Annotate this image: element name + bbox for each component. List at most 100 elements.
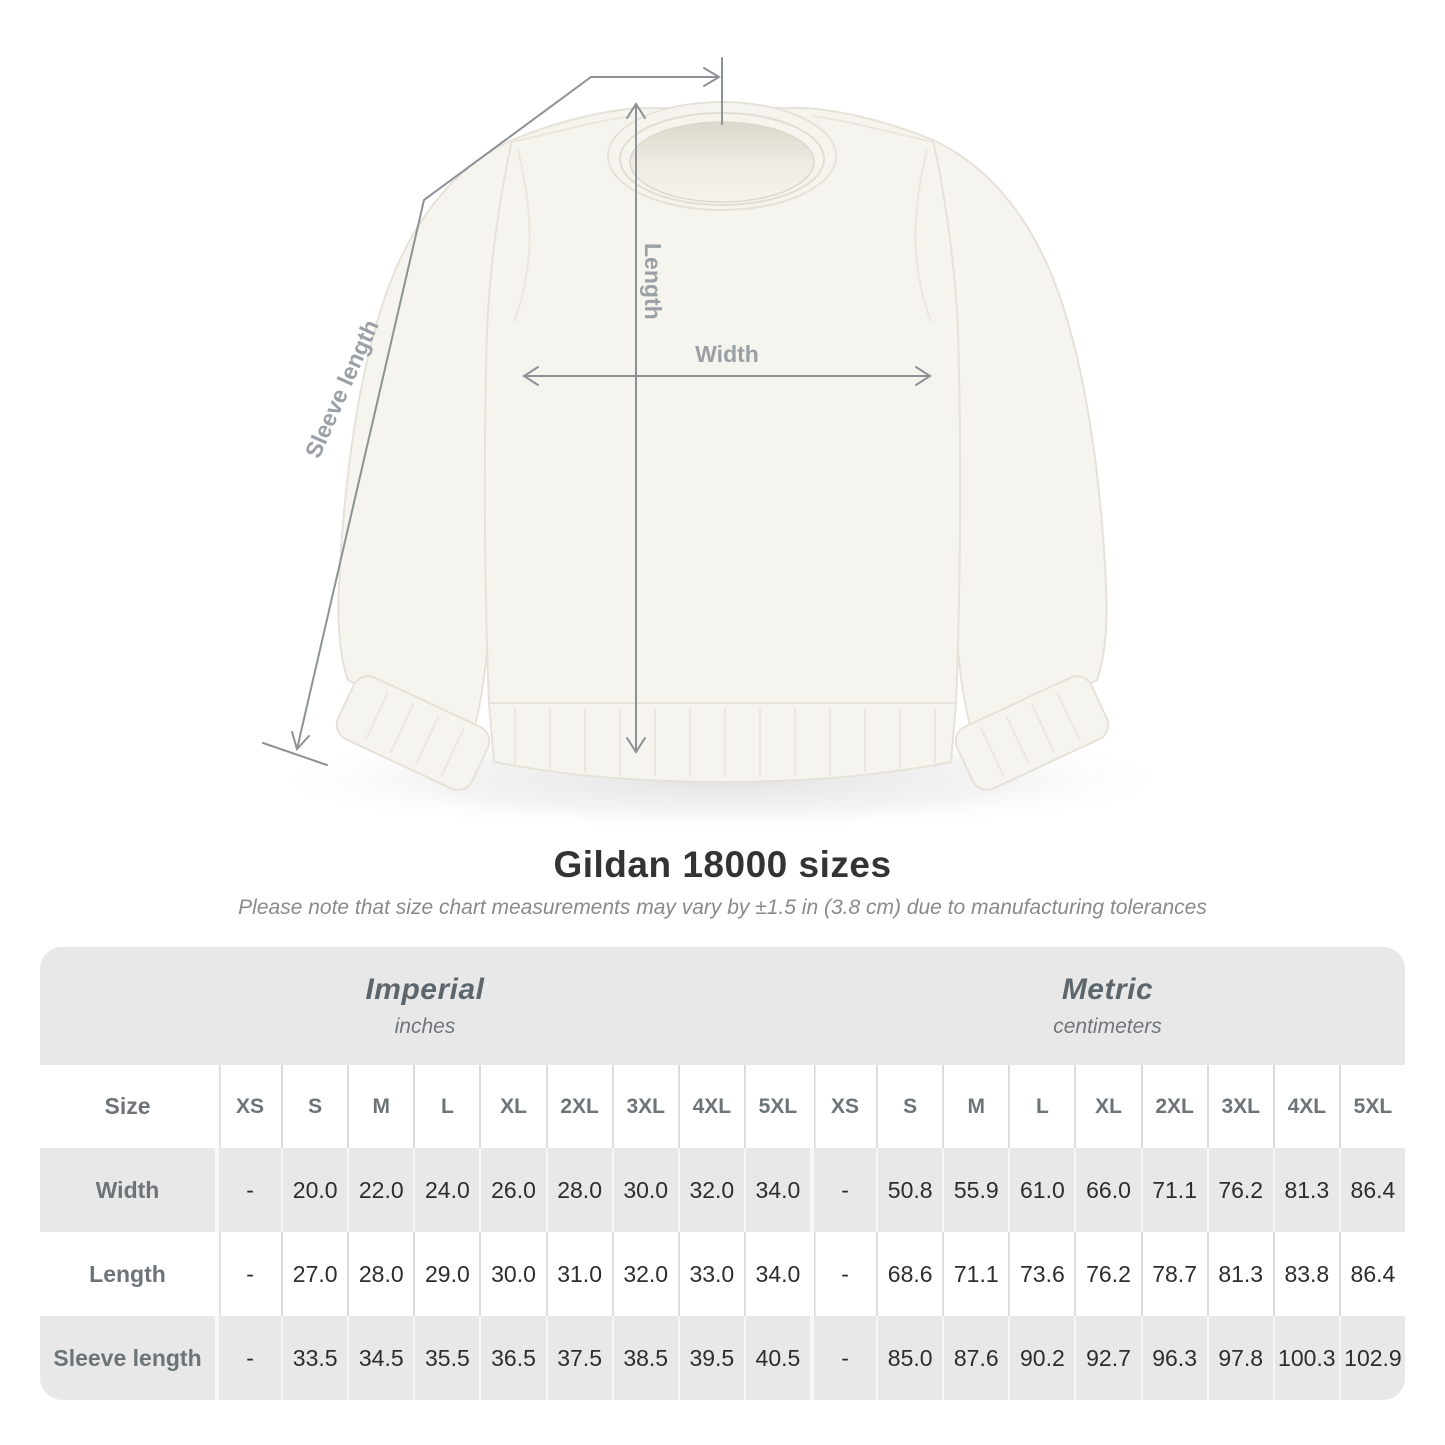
size-col-header-imperial-5xl: 5XL bbox=[743, 1065, 810, 1148]
right-sleeve bbox=[914, 139, 1110, 791]
table-cell: 78.7 bbox=[1140, 1232, 1207, 1316]
table-cell: 81.3 bbox=[1272, 1148, 1339, 1232]
table-cell: 29.0 bbox=[413, 1232, 480, 1316]
size-col-header-metric-2xl: 2XL bbox=[1140, 1065, 1207, 1148]
table-cell: 68.6 bbox=[876, 1232, 943, 1316]
table-cell: - bbox=[215, 1148, 282, 1232]
size-col-header-imperial-4xl: 4XL bbox=[677, 1065, 744, 1148]
length-measure-label: Length bbox=[640, 243, 666, 320]
size-col-header-metric-xl: XL bbox=[1074, 1065, 1141, 1148]
body bbox=[483, 107, 962, 706]
table-cell: 97.8 bbox=[1206, 1316, 1273, 1400]
table-cell: 87.6 bbox=[942, 1316, 1009, 1400]
table-cell: 40.5 bbox=[743, 1316, 810, 1400]
table-cell: 28.0 bbox=[347, 1232, 414, 1316]
table-cell: 81.3 bbox=[1206, 1232, 1273, 1316]
table-cell: 36.5 bbox=[479, 1316, 546, 1400]
table-cell: 86.4 bbox=[1338, 1148, 1405, 1232]
metric-title: Metric bbox=[1061, 973, 1154, 1006]
size-corner-header: Size bbox=[40, 1065, 215, 1148]
table-cell: 33.5 bbox=[281, 1316, 348, 1400]
table-cell: 34.0 bbox=[743, 1148, 810, 1232]
table-cell: 71.1 bbox=[1140, 1148, 1207, 1232]
table-cell: 31.0 bbox=[545, 1232, 612, 1316]
row-label: Width bbox=[40, 1148, 215, 1232]
table-cell: 102.9 bbox=[1338, 1316, 1405, 1400]
table-cell: 27.0 bbox=[281, 1232, 348, 1316]
width-measure-label: Width bbox=[695, 341, 759, 367]
left-sleeve bbox=[335, 139, 531, 791]
table-cell: 55.9 bbox=[942, 1148, 1009, 1232]
row-label: Sleeve length bbox=[40, 1316, 215, 1400]
row-label: Length bbox=[40, 1232, 215, 1316]
size-col-header-metric-m: M bbox=[942, 1065, 1009, 1148]
table-cell: 50.8 bbox=[876, 1148, 943, 1232]
table-cell: 66.0 bbox=[1074, 1148, 1141, 1232]
imperial-unit: inches bbox=[394, 1015, 456, 1038]
sweatshirt bbox=[335, 101, 1110, 791]
table-cell: 37.5 bbox=[545, 1316, 612, 1400]
table-cell: 35.5 bbox=[413, 1316, 480, 1400]
size-col-header-metric-3xl: 3XL bbox=[1206, 1065, 1273, 1148]
size-col-header-metric-5xl: 5XL bbox=[1338, 1065, 1405, 1148]
table-cell: 39.5 bbox=[677, 1316, 744, 1400]
table-cell: - bbox=[810, 1232, 877, 1316]
table-cell: 34.5 bbox=[347, 1316, 414, 1400]
table-cell: 30.0 bbox=[479, 1232, 546, 1316]
size-col-header-imperial-3xl: 3XL bbox=[611, 1065, 678, 1148]
metric-section-header: Metric centimeters bbox=[810, 947, 1405, 1065]
table-cell: 96.3 bbox=[1140, 1316, 1207, 1400]
length-measure-line bbox=[626, 102, 646, 754]
table-cell: - bbox=[215, 1232, 282, 1316]
table-cell: - bbox=[810, 1316, 877, 1400]
product-measurement-diagram: Width Length Sleeve length bbox=[252, 57, 1192, 830]
table-cell: 32.0 bbox=[611, 1232, 678, 1316]
table-cell: 38.5 bbox=[611, 1316, 678, 1400]
imperial-title: Imperial bbox=[365, 973, 485, 1006]
table-cell: 90.2 bbox=[1008, 1316, 1075, 1400]
table-cell: 61.0 bbox=[1008, 1148, 1075, 1232]
size-col-header-imperial-m: M bbox=[347, 1065, 414, 1148]
size-grid: Size XS S M L XL 2XL 3XL 4XL 5XL XS S M L XL 2XL 3XL 4XL 5… bbox=[40, 1065, 1405, 1400]
table-cell: 34.0 bbox=[743, 1232, 810, 1316]
sweatshirt-illustration: Width Length Sleeve length bbox=[252, 57, 1192, 830]
table-cell: 86.4 bbox=[1338, 1232, 1405, 1316]
tolerance-note: Please note that size chart measurements… bbox=[238, 896, 1207, 919]
table-cell: 26.0 bbox=[479, 1148, 546, 1232]
size-table: Imperial inches Metric centimeters Size X… bbox=[40, 947, 1405, 1400]
size-col-header-imperial-l: L bbox=[413, 1065, 480, 1148]
size-col-header-metric-s: S bbox=[876, 1065, 943, 1148]
table-cell: 28.0 bbox=[545, 1148, 612, 1232]
measurement-lines bbox=[262, 57, 932, 766]
table-cell: 76.2 bbox=[1206, 1148, 1273, 1232]
imperial-section-header: Imperial inches bbox=[40, 947, 810, 1065]
size-col-header-metric-4xl: 4XL bbox=[1272, 1065, 1339, 1148]
table-cell: 33.0 bbox=[677, 1232, 744, 1316]
table-cell: 71.1 bbox=[942, 1232, 1009, 1316]
size-col-header-metric-l: L bbox=[1008, 1065, 1075, 1148]
table-cell: 24.0 bbox=[413, 1148, 480, 1232]
page-title: Gildan 18000 sizes bbox=[553, 844, 892, 885]
seams bbox=[511, 115, 934, 323]
sleeve-length-measure-line bbox=[262, 57, 723, 766]
table-cell: 100.3 bbox=[1272, 1316, 1339, 1400]
table-cell: 85.0 bbox=[876, 1316, 943, 1400]
table-cell: 22.0 bbox=[347, 1148, 414, 1232]
table-cell: - bbox=[215, 1316, 282, 1400]
size-col-header-imperial-xs: XS bbox=[215, 1065, 282, 1148]
size-col-header-imperial-xl: XL bbox=[479, 1065, 546, 1148]
table-cell: 30.0 bbox=[611, 1148, 678, 1232]
waistband-ribs bbox=[514, 708, 936, 777]
table-cell: 92.7 bbox=[1074, 1316, 1141, 1400]
unit-band: Imperial inches Metric centimeters bbox=[40, 947, 1405, 1065]
table-cell: 76.2 bbox=[1074, 1232, 1141, 1316]
size-col-header-metric-xs: XS bbox=[810, 1065, 877, 1148]
size-col-header-imperial-s: S bbox=[281, 1065, 348, 1148]
table-cell: - bbox=[810, 1148, 877, 1232]
size-col-header-imperial-2xl: 2XL bbox=[545, 1065, 612, 1148]
waistband bbox=[488, 702, 957, 783]
table-cell: 83.8 bbox=[1272, 1232, 1339, 1316]
table-cell: 20.0 bbox=[281, 1148, 348, 1232]
table-cell: 32.0 bbox=[677, 1148, 744, 1232]
width-measure-line bbox=[522, 366, 932, 386]
